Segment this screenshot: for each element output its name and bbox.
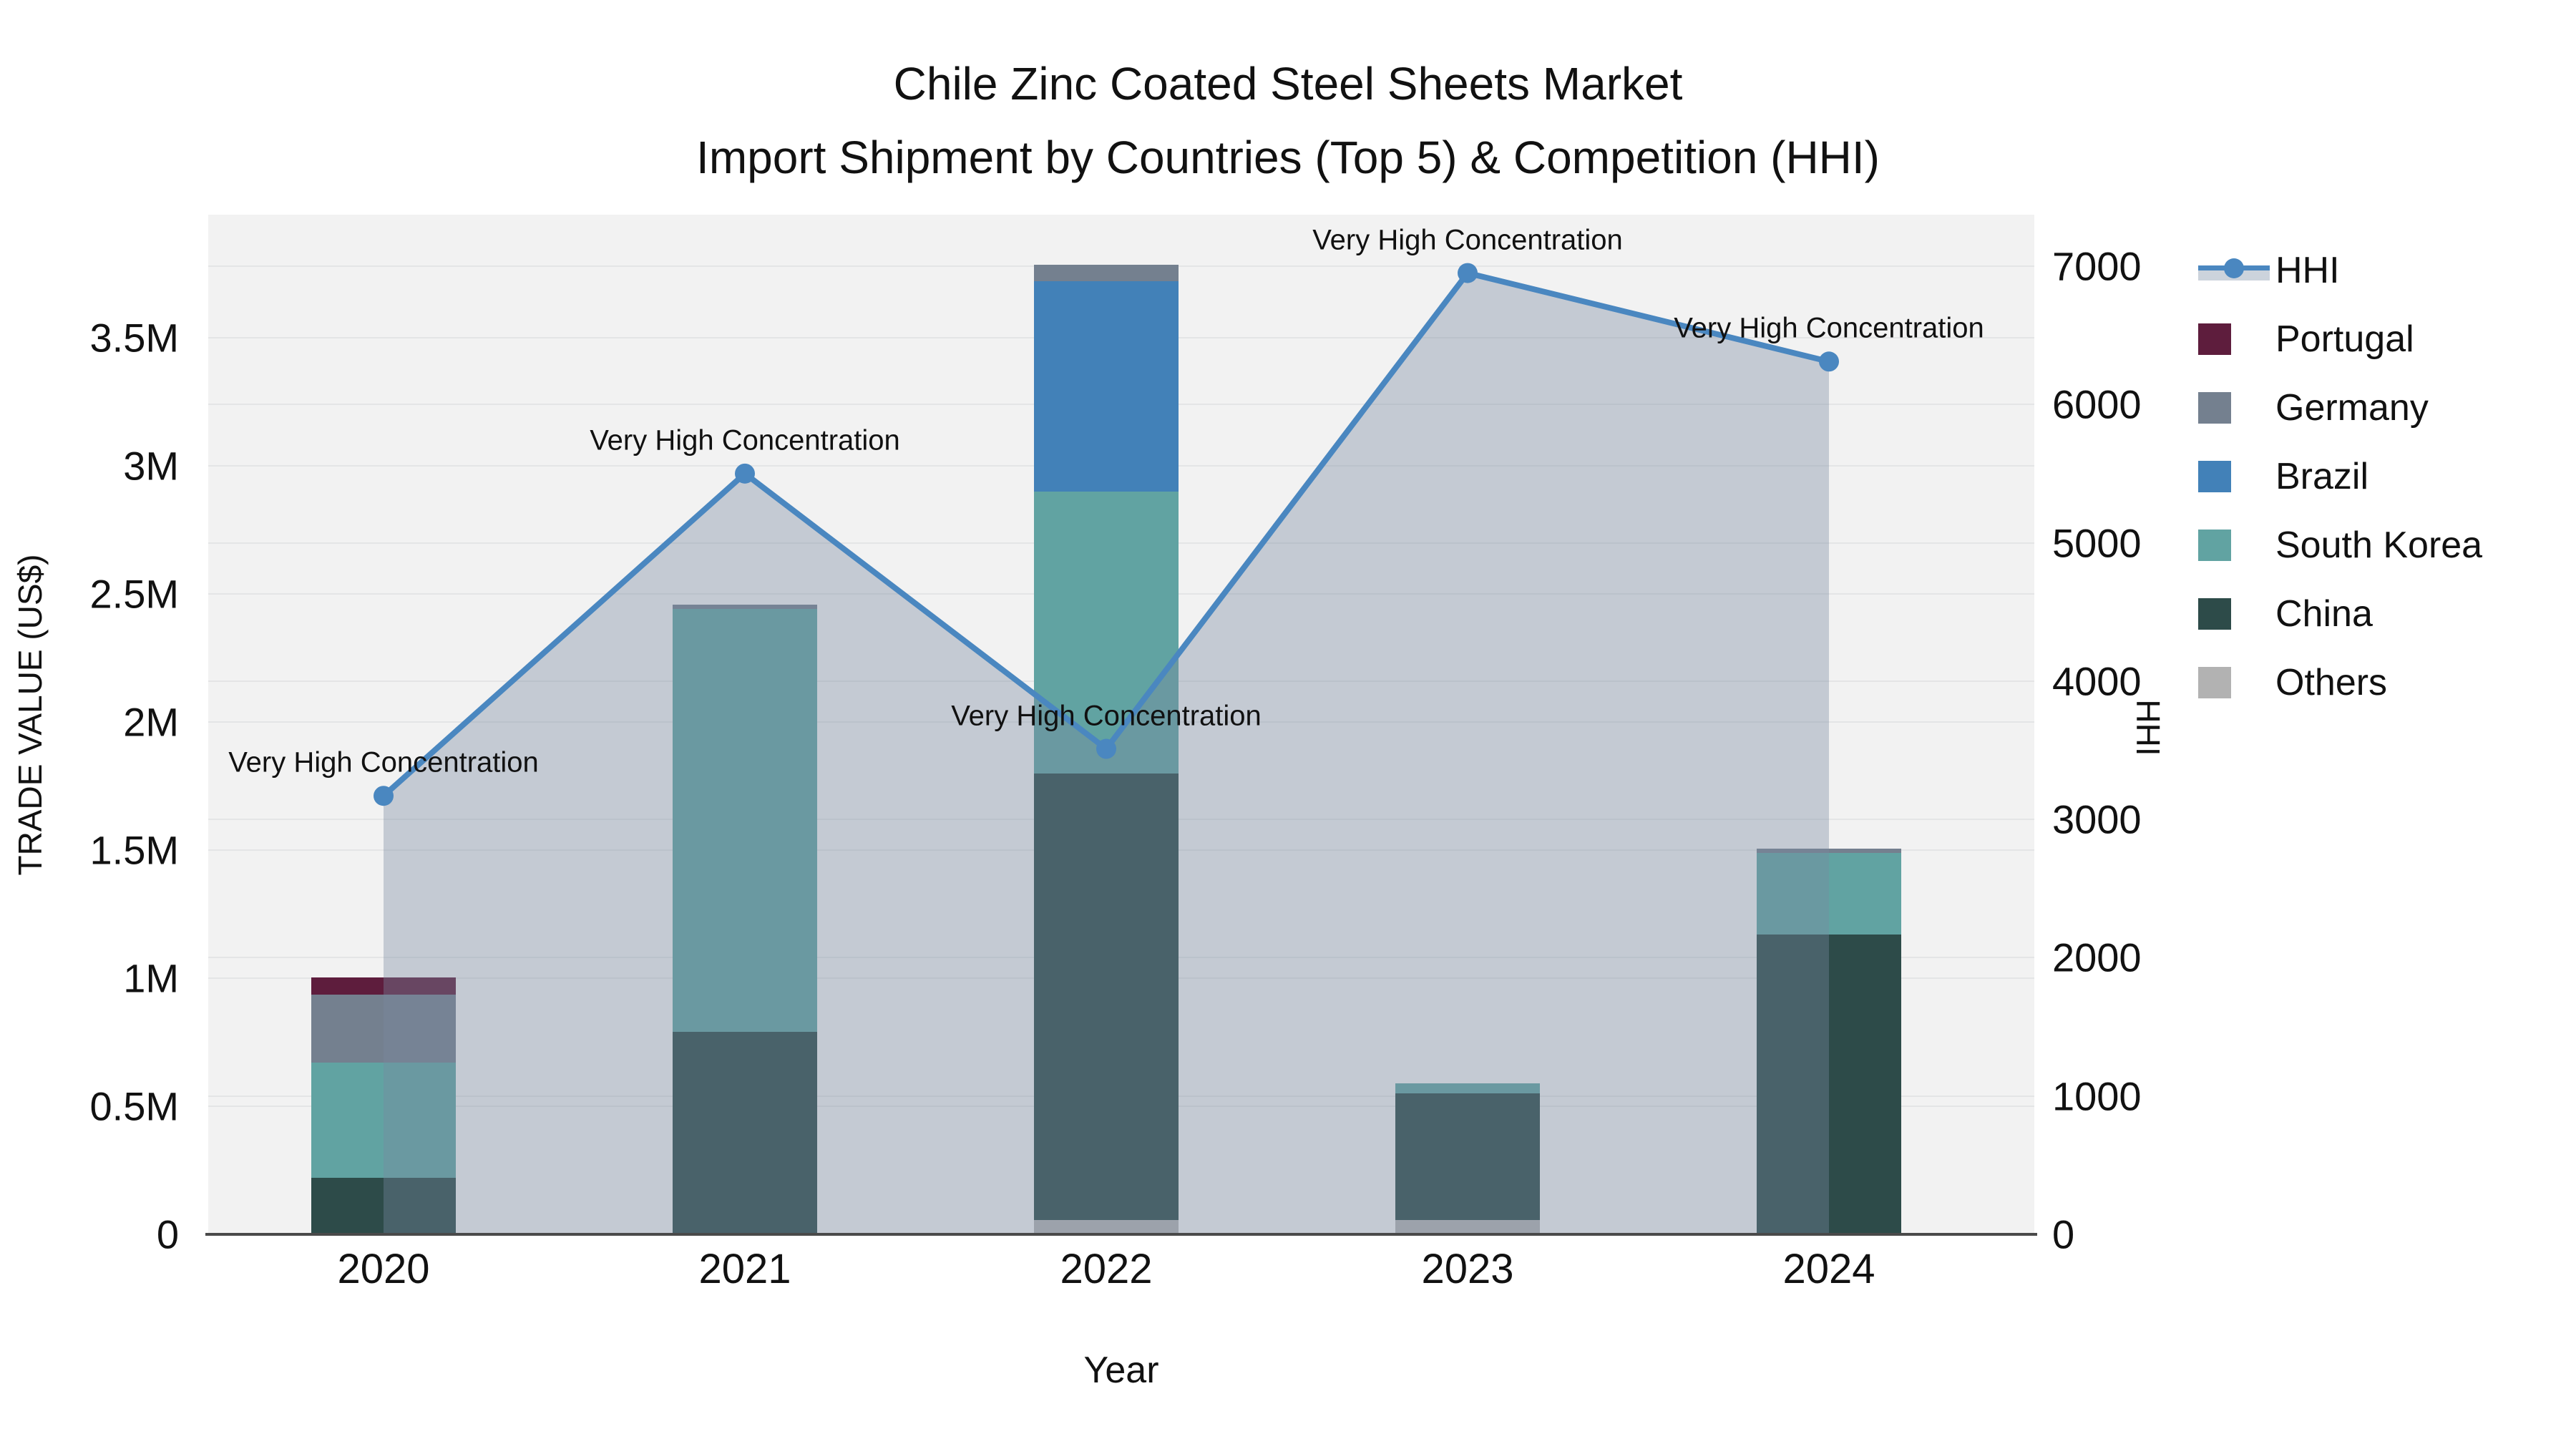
y-left-tick-3M: 3M [123,443,179,489]
bar-segment-germany-2021 [673,604,817,610]
hhi-marker-2024 [1819,351,1839,372]
bar-segment-brazil-2022 [1034,281,1179,492]
hhi-marker-2023 [1458,263,1478,283]
legend-swatch-china [2198,598,2231,630]
plot-area: Very High Concentration Very High Concent… [205,215,2037,1236]
hhi-marker-2021 [735,463,755,484]
legend-label: China [2275,593,2373,635]
y-right-axis-title: HHI [2129,699,2167,756]
y-left-tick-2.5M: 2.5M [89,571,180,617]
bar-segment-germany-2024 [1757,849,1901,853]
bar-segment-germany-2022 [1034,264,1179,282]
y-right-tick-3000: 3000 [2052,796,2142,842]
x-axis-line [205,1233,2037,1236]
y-left-tick-0.5M: 0.5M [89,1083,180,1129]
y-right-tick-labels: 0 1000 2000 3000 4000 5000 6000 7000 [2052,215,2267,1257]
legend-swatch-others [2198,667,2231,698]
legend-swatch-germany [2198,392,2231,424]
bar-segment-china-2022 [1034,773,1179,1221]
legend-swatch-brazil [2198,461,2231,492]
hhi-marker-2022 [1096,738,1116,759]
y-left-tick-2M: 2M [123,699,179,745]
y-right-tick-6000: 6000 [2052,381,2142,427]
annotation-2022: Very High Concentration [951,700,1262,732]
legend-label: HHI [2275,250,2340,291]
y-right-tick-7000: 7000 [2052,243,2142,289]
bar-segment-others-2022 [1034,1220,1179,1234]
x-tick-2024: 2024 [1782,1246,1875,1292]
legend-item-china[interactable]: China [2198,580,2482,648]
legend: HHI Portugal Germany Brazil South Korea China… [2198,236,2482,717]
y-left-tick-1.5M: 1.5M [89,827,180,873]
y-left-tick-1M: 1M [123,955,179,1001]
legend-swatch-portugal [2198,323,2231,355]
annotation-2024: Very High Concentration [1674,312,1984,344]
annotation-2021: Very High Concentration [590,424,900,457]
legend-item-others[interactable]: Others [2198,648,2482,717]
x-tick-labels: 2020 2021 2022 2023 2024 [208,1245,2034,1295]
y-left-axis-title: TRADE VALUE (US$) [11,554,49,876]
legend-item-south-korea[interactable]: South Korea [2198,511,2482,580]
legend-line-dot [2224,258,2244,278]
y-left-tick-labels: 0 0.5M 1M 1.5M 2M 2.5M 3M 3.5M [0,215,190,1257]
bar-segment-others-2023 [1395,1220,1540,1234]
hhi-line-legend-sample [2198,255,2270,286]
y-left-tick-0: 0 [156,1211,179,1257]
bar-segment-south-korea-2020 [311,1063,456,1179]
x-axis-title: Year [1083,1350,1159,1391]
y-right-tick-1000: 1000 [2052,1073,2142,1119]
y-right-tick-4000: 4000 [2052,658,2142,704]
bar-segment-portugal-2020 [311,977,456,995]
y-left-tick-3.5M: 3.5M [89,315,180,361]
legend-label: Germany [2275,387,2429,429]
bar-segment-china-2020 [311,1178,456,1234]
annotation-2023: Very High Concentration [1312,224,1623,256]
legend-label: Others [2275,662,2388,703]
bar-segment-south-korea-2021 [673,609,817,1033]
hhi-marker-2020 [374,786,394,806]
y-right-tick-0: 0 [2052,1211,2075,1257]
annotation-2020: Very High Concentration [228,746,539,779]
bar-segment-south-korea-2023 [1395,1083,1540,1094]
bar-segment-china-2021 [673,1032,817,1234]
chart-title-line2: Import Shipment by Countries (Top 5) & C… [696,132,1880,183]
legend-item-portugal[interactable]: Portugal [2198,305,2482,374]
legend-swatch-south-korea [2198,530,2231,561]
legend-item-hhi[interactable]: HHI [2198,236,2482,305]
legend-item-germany[interactable]: Germany [2198,374,2482,442]
y-right-tick-5000: 5000 [2052,520,2142,565]
legend-label: Brazil [2275,456,2369,497]
y-right-tick-2000: 2000 [2052,935,2142,980]
bar-segment-china-2024 [1757,935,1901,1234]
legend-label: South Korea [2275,525,2483,566]
chart-title-line1: Chile Zinc Coated Steel Sheets Market [893,58,1683,109]
hhi-line-layer [374,263,1839,1234]
chart-title: Chile Zinc Coated Steel Sheets Market Im… [0,47,2576,195]
x-tick-2021: 2021 [698,1246,791,1292]
bar-segment-south-korea-2024 [1757,852,1901,935]
legend-item-brazil[interactable]: Brazil [2198,442,2482,511]
bar-segment-south-korea-2022 [1034,491,1179,774]
bar-segment-germany-2020 [311,995,456,1063]
legend-label: Portugal [2275,318,2414,360]
bar-segment-china-2023 [1395,1093,1540,1221]
x-tick-2023: 2023 [1421,1246,1514,1292]
x-tick-2020: 2020 [337,1246,430,1292]
x-tick-2022: 2022 [1060,1246,1153,1292]
